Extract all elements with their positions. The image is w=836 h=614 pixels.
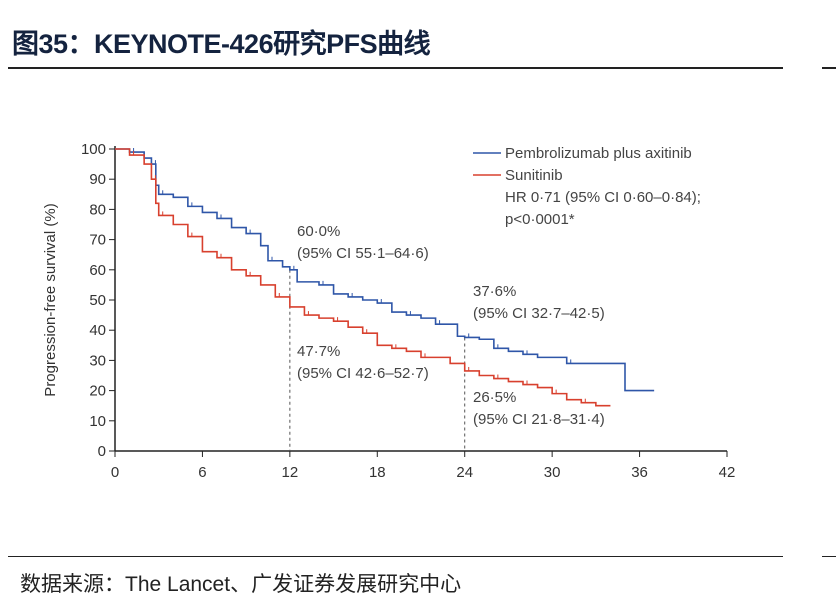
x-tick-label: 42 (719, 464, 736, 481)
bottom-rule (8, 556, 783, 557)
x-tick-label: 24 (456, 464, 473, 481)
top-rule (8, 67, 783, 69)
series-line-pembrolizumab (115, 148, 655, 392)
y-tick-label: 80 (89, 201, 106, 218)
y-tick-label: 60 (89, 262, 106, 279)
y-tick-label: 50 (89, 292, 106, 309)
x-tick-label: 30 (544, 464, 561, 481)
y-tick-label: 30 (89, 352, 106, 369)
x-tick-label: 36 (631, 464, 648, 481)
series-line-sunitinib (115, 148, 611, 407)
annotation-label: (95% CI 42·6–52·7) (297, 365, 429, 382)
bottom-rule-right (822, 556, 836, 557)
annotation-label: 60·0% (297, 223, 340, 240)
annotation-label: (95% CI 55·1–64·6) (297, 245, 429, 262)
annotation-label: (95% CI 21·8–31·4) (473, 411, 605, 428)
legend-label: Pembrolizumab plus axitinib (505, 145, 692, 162)
x-tick-label: 18 (369, 464, 386, 481)
legend-label: Sunitinib (505, 167, 563, 184)
source-note: 数据来源：The Lancet、广发证券发展研究中心 (20, 573, 462, 596)
y-tick-label: 90 (89, 171, 106, 188)
annotation-label: 47·7% (297, 343, 340, 360)
x-tick-label: 12 (282, 464, 299, 481)
x-tick-label: 6 (198, 464, 206, 481)
y-tick-label: 40 (89, 322, 106, 339)
y-tick-label: 10 (89, 413, 106, 430)
y-tick-label: 20 (89, 383, 106, 400)
y-tick-label: 0 (98, 443, 106, 460)
legend-note: p<0·0001* (505, 211, 575, 228)
figure-title: 图35：KEYNOTE-426研究PFS曲线 (12, 29, 431, 59)
y-tick-label: 100 (81, 141, 106, 158)
y-tick-label: 70 (89, 232, 106, 249)
top-rule-right (822, 67, 836, 69)
annotation-label: 26·5% (473, 389, 516, 406)
y-axis-label: Progression-free survival (%) (42, 203, 59, 396)
x-tick-label: 0 (111, 464, 119, 481)
legend-note: HR 0·71 (95% CI 0·60–0·84); (505, 189, 701, 206)
annotation-label: (95% CI 32·7–42·5) (473, 305, 605, 322)
annotation-label: 37·6% (473, 283, 516, 300)
